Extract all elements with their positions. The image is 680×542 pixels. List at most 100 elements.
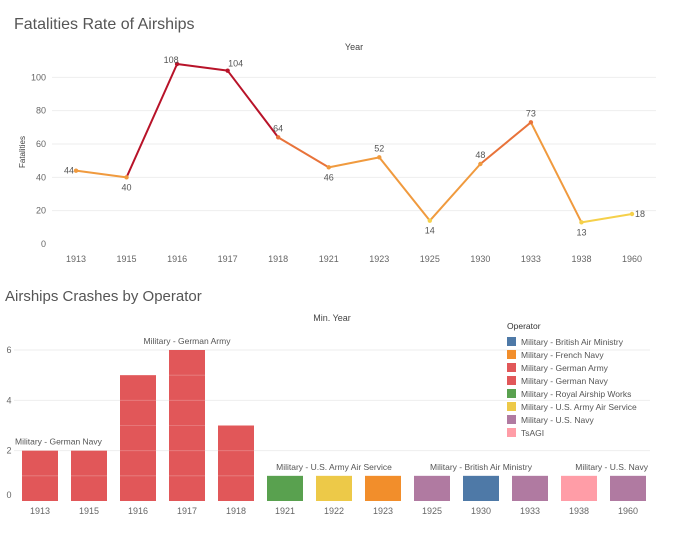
- bar[interactable]: [120, 375, 156, 501]
- bar-annotation: Military - German Army: [144, 336, 232, 346]
- line-chart-y-tick: 80: [36, 106, 46, 116]
- line-data-label: 64: [273, 123, 283, 133]
- legend-item[interactable]: Military - British Air Ministry: [507, 335, 637, 348]
- line-chart-x-tick: 1916: [167, 254, 187, 264]
- line-segment: [125, 63, 179, 179]
- bar-chart-x-tick: 1916: [128, 506, 148, 516]
- line-data-label: 40: [122, 182, 132, 192]
- line-point[interactable]: [579, 220, 584, 225]
- line-point[interactable]: [629, 211, 635, 217]
- bar-chart-x-tick: 1921: [275, 506, 295, 516]
- bar[interactable]: [71, 450, 107, 501]
- line-data-label: 13: [576, 227, 586, 237]
- legend-swatch: [507, 363, 516, 372]
- line-point[interactable]: [326, 165, 331, 170]
- legend-item[interactable]: Military - German Army: [507, 361, 637, 374]
- legend-label: TsAGI: [521, 427, 545, 438]
- line-segment: [479, 121, 532, 165]
- line-point[interactable]: [275, 135, 281, 140]
- line-data-label: 104: [228, 59, 243, 69]
- line-segment: [529, 121, 583, 224]
- bar-chart-x-tick: 1918: [226, 506, 246, 516]
- line-chart-x-tick: 1925: [420, 254, 440, 264]
- bar-chart-x-axis-label: Min. Year: [313, 313, 351, 323]
- line-chart-x-tick: 1918: [268, 254, 288, 264]
- bar-chart-x-tick: 1915: [79, 506, 99, 516]
- bar[interactable]: [463, 475, 499, 501]
- bar[interactable]: [414, 475, 450, 501]
- line-chart-y-axis-label: Fatalities: [18, 136, 27, 168]
- line-data-label: 44: [64, 166, 74, 176]
- bar[interactable]: [218, 425, 254, 502]
- bar[interactable]: [22, 450, 58, 501]
- line-chart-y-tick: 60: [36, 139, 46, 149]
- line-chart-x-tick: 1915: [117, 254, 137, 264]
- bar-annotation: Military - British Air Ministry: [430, 462, 533, 472]
- bar[interactable]: [365, 475, 401, 501]
- legend-item[interactable]: Military - Royal Airship Works: [507, 387, 637, 400]
- legend-title: Operator: [507, 321, 541, 331]
- bar[interactable]: [267, 475, 303, 501]
- bar-chart-x-tick: 1938: [569, 506, 589, 516]
- bar-chart-x-tick: 1913: [30, 506, 50, 516]
- legend-swatch: [507, 428, 516, 437]
- line-point[interactable]: [124, 175, 129, 180]
- bar[interactable]: [169, 350, 205, 501]
- bar[interactable]: [610, 475, 646, 501]
- legend-label: Military - U.S. Navy: [521, 414, 594, 425]
- line-chart-x-tick: 1930: [470, 254, 490, 264]
- line-data-label: 73: [526, 108, 536, 118]
- line-point[interactable]: [225, 68, 230, 73]
- bar[interactable]: [316, 475, 352, 501]
- bar-chart-y-tick: 4: [6, 395, 11, 405]
- bar-chart-x-tick: 1923: [373, 506, 393, 516]
- line-chart-y-tick: 20: [36, 206, 46, 216]
- line-chart-x-tick: 1938: [571, 254, 591, 264]
- line-data-label: 14: [425, 226, 435, 236]
- line-chart-y-tick: 40: [36, 172, 46, 182]
- line-segment: [226, 69, 280, 139]
- legend-label: Military - German Navy: [521, 375, 608, 386]
- line-point[interactable]: [478, 161, 483, 167]
- bar[interactable]: [561, 475, 597, 501]
- line-segment: [176, 63, 229, 72]
- line-chart-title: Fatalities Rate of Airships: [14, 16, 195, 33]
- line-point[interactable]: [377, 155, 382, 160]
- line-point[interactable]: [427, 218, 433, 223]
- bar-annotation: Military - U.S. Army Air Service: [276, 462, 392, 472]
- legend-swatch: [507, 402, 516, 411]
- bar-annotation: Military - German Navy: [15, 437, 103, 447]
- line-data-label: 46: [324, 172, 334, 182]
- bar-chart-y-tick: 2: [6, 446, 11, 456]
- bar-chart-x-tick: 1960: [618, 506, 638, 516]
- legend-label: Military - British Air Ministry: [521, 336, 624, 347]
- line-segment: [580, 213, 633, 224]
- line-chart-x-tick: 1960: [622, 254, 642, 264]
- legend-item[interactable]: Military - German Navy: [507, 374, 637, 387]
- legend-label: Military - U.S. Army Air Service: [521, 401, 637, 412]
- legend-item[interactable]: Military - U.S. Army Air Service: [507, 400, 637, 413]
- legend-label: Military - Royal Airship Works: [521, 388, 632, 399]
- operator-legend: Operator Military - British Air Ministry…: [507, 321, 637, 439]
- line-segment: [378, 156, 431, 222]
- line-point[interactable]: [73, 168, 79, 173]
- bar-chart-x-tick: 1925: [422, 506, 442, 516]
- legend-item[interactable]: Military - U.S. Navy: [507, 413, 637, 426]
- line-point[interactable]: [174, 61, 180, 67]
- legend-item[interactable]: TsAGI: [507, 426, 637, 439]
- legend-item[interactable]: Military - French Navy: [507, 348, 637, 361]
- line-segment: [75, 169, 128, 179]
- bar-chart-y-tick: 0: [6, 490, 11, 500]
- line-chart-x-tick: 1923: [369, 254, 389, 264]
- line-chart-x-tick: 1933: [521, 254, 541, 264]
- bar[interactable]: [512, 475, 548, 501]
- line-data-label: 48: [475, 150, 485, 160]
- line-point[interactable]: [528, 120, 534, 125]
- bar-chart-x-tick: 1930: [471, 506, 491, 516]
- legend-swatch: [507, 350, 516, 359]
- line-chart-x-tick: 1917: [218, 254, 238, 264]
- bar-chart-x-tick: 1933: [520, 506, 540, 516]
- legend-label: Military - French Navy: [521, 349, 604, 360]
- bar-chart-y-tick: 6: [6, 345, 11, 355]
